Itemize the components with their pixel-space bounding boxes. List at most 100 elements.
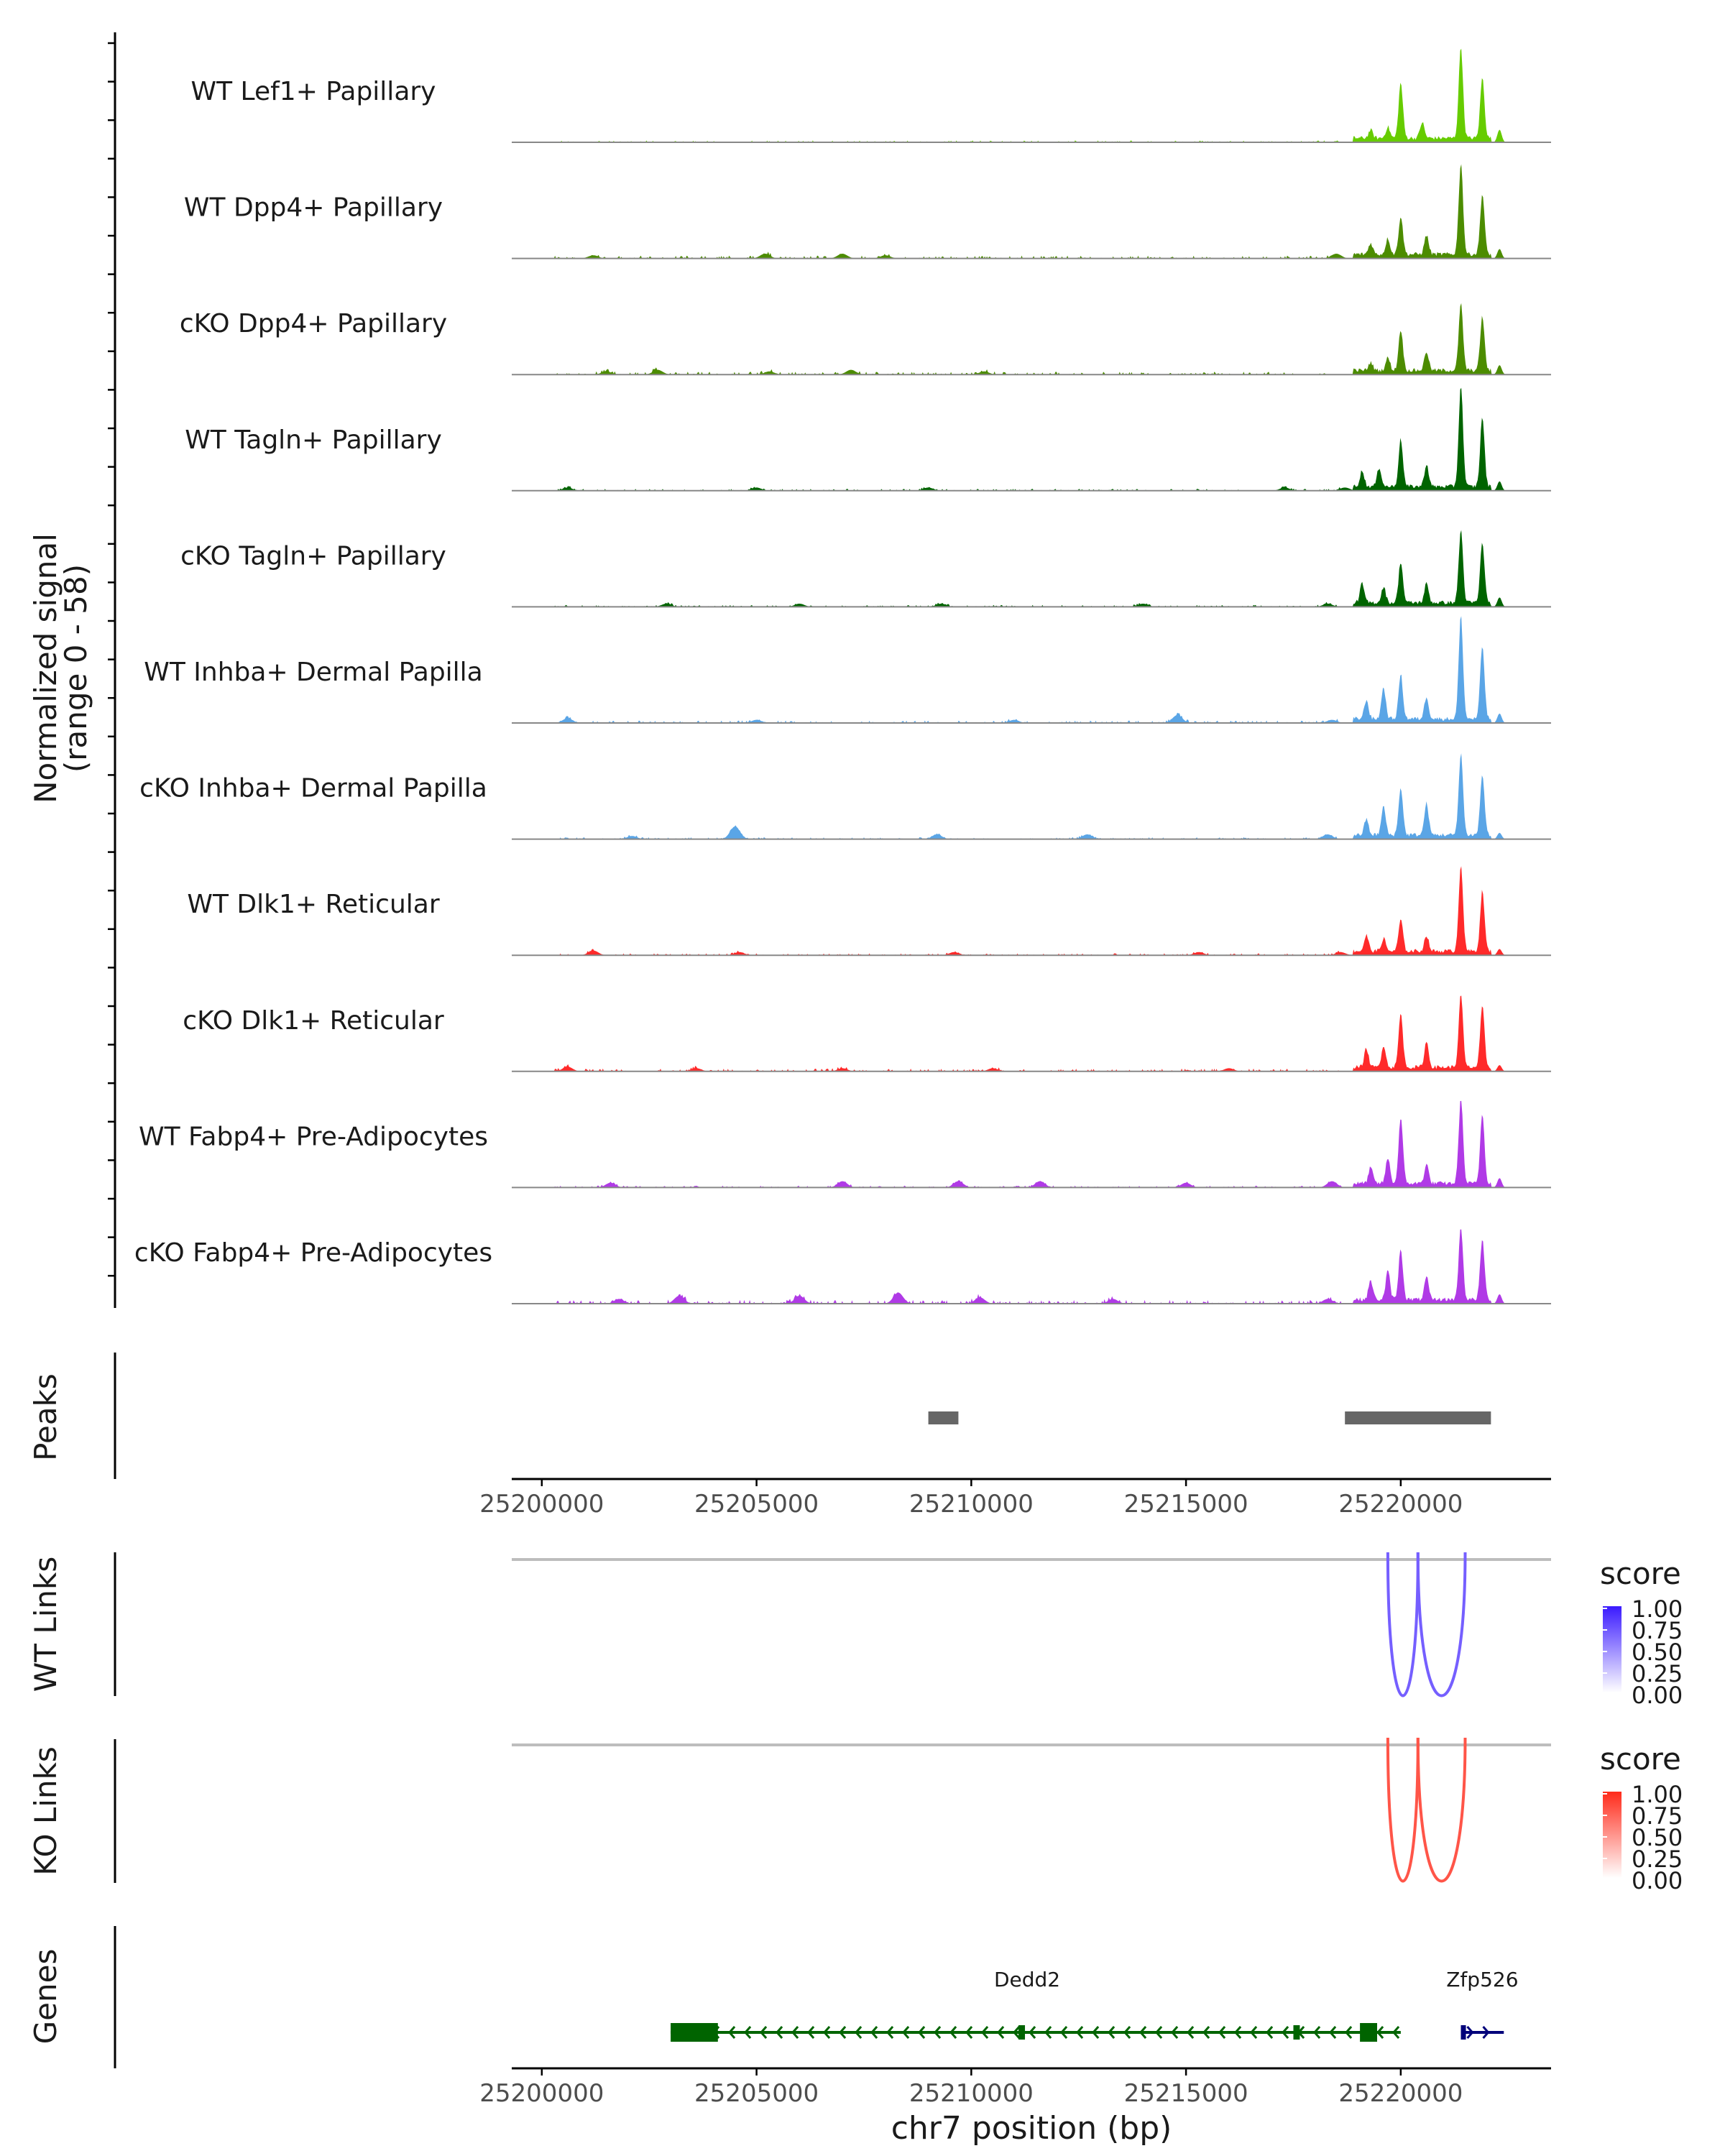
ko-score-legend: score 1.000.750.500.250.00 bbox=[1600, 1741, 1683, 1894]
strand-arrow bbox=[1329, 2026, 1337, 2039]
peak-region bbox=[928, 1411, 959, 1424]
coverage-area bbox=[533, 48, 1513, 142]
ko-legend-title: score bbox=[1600, 1741, 1681, 1777]
coverage-track: cKO Fabp4+ Pre-Adipocytes bbox=[134, 1229, 1551, 1304]
coverage-tracks: WT Lef1+ Papillary WT Dpp4+ Papillary cKO … bbox=[134, 48, 1551, 1304]
coverage-track: cKO Dpp4+ Papillary bbox=[180, 303, 1551, 376]
gene-exon bbox=[1018, 2025, 1026, 2040]
x-tick-label: 25205000 bbox=[694, 1490, 819, 1519]
genes-ylabel: Genes bbox=[28, 1949, 63, 2045]
strand-arrow bbox=[1108, 2026, 1116, 2039]
strand-arrow bbox=[886, 2026, 894, 2039]
strand-arrow bbox=[918, 2026, 926, 2039]
gene-model: Dedd2 bbox=[671, 1968, 1401, 2042]
strand-arrow bbox=[728, 2026, 736, 2039]
coverage-area bbox=[533, 1100, 1513, 1188]
x-tick-label: 25200000 bbox=[479, 2079, 604, 2108]
x-tick-label: 25205000 bbox=[694, 2079, 819, 2108]
peaks-panel: Peaks 25200000 25205000 25210000 25215000 25… bbox=[28, 1353, 1551, 1519]
track-label: WT Tagln+ Papillary bbox=[185, 425, 442, 455]
coverage-ylabel-line1: Normalized signal bbox=[28, 533, 63, 803]
ko-link-arcs bbox=[1386, 1737, 1467, 1883]
link-arc bbox=[1386, 1552, 1420, 1697]
coverage-track: WT Inhba+ Dermal Papilla bbox=[144, 616, 1551, 724]
link-arc bbox=[1416, 1737, 1467, 1883]
wt-links-ylabel: WT Links bbox=[28, 1557, 63, 1692]
x-tick-label: 25215000 bbox=[1124, 2079, 1248, 2108]
strand-arrow bbox=[1013, 2026, 1021, 2039]
strand-arrow bbox=[855, 2026, 862, 2039]
coverage-area bbox=[533, 616, 1513, 723]
strand-arrow bbox=[1202, 2026, 1210, 2039]
strand-arrow bbox=[1392, 2026, 1400, 2039]
gene-name-label: Zfp526 bbox=[1446, 1968, 1518, 1991]
strand-arrow bbox=[1123, 2026, 1131, 2039]
strand-arrow bbox=[1466, 2026, 1474, 2039]
track-label: WT Inhba+ Dermal Papilla bbox=[144, 658, 482, 687]
coverage-area bbox=[533, 866, 1513, 956]
strand-arrow bbox=[1139, 2026, 1147, 2039]
x-tick-label: 25210000 bbox=[909, 2079, 1034, 2108]
strand-arrow bbox=[949, 2026, 957, 2039]
wt-score-legend: score 1.000.750.500.250.00 bbox=[1600, 1556, 1683, 1709]
strand-arrow bbox=[760, 2026, 768, 2039]
strand-arrow bbox=[1060, 2026, 1068, 2039]
ko-legend-ticks: 1.000.750.500.250.00 bbox=[1603, 1781, 1683, 1894]
wt-link-arcs bbox=[1386, 1552, 1467, 1697]
genes-panel: Genes Dedd2 Zfp526 25200000 25205000 252100… bbox=[28, 1926, 1551, 2147]
strand-arrow bbox=[1345, 2026, 1353, 2039]
track-label: cKO Inhba+ Dermal Papilla bbox=[139, 774, 487, 803]
coverage-area bbox=[533, 387, 1513, 491]
coverage-track: WT Tagln+ Papillary bbox=[185, 387, 1551, 492]
strand-arrow bbox=[981, 2026, 989, 2039]
track-label: cKO Dpp4+ Papillary bbox=[180, 309, 447, 338]
coverage-area bbox=[533, 530, 1513, 607]
strand-arrow bbox=[1171, 2026, 1179, 2039]
strand-arrow bbox=[776, 2026, 783, 2039]
strand-arrow bbox=[1313, 2026, 1321, 2039]
legend-tick-label: 0.50 bbox=[1632, 1824, 1683, 1851]
coverage-track: WT Fabp4+ Pre-Adipocytes bbox=[139, 1100, 1551, 1189]
strand-arrow bbox=[997, 2026, 1005, 2039]
coverage-track: WT Dlk1+ Reticular bbox=[187, 866, 1551, 957]
x-axis-ticks-bottom: 25200000 25205000 25210000 25215000 25220000 bbox=[479, 2068, 1463, 2108]
strand-arrow bbox=[1218, 2026, 1226, 2039]
coverage-y-ticks bbox=[108, 42, 115, 1277]
strand-arrow bbox=[1266, 2026, 1274, 2039]
gene-exon bbox=[671, 2023, 718, 2042]
strand-arrow bbox=[839, 2026, 847, 2039]
peak-region bbox=[1345, 1411, 1491, 1424]
x-tick-label: 25220000 bbox=[1338, 2079, 1463, 2108]
wt-links-panel: WT Links score 1.000.750.500.250.00 bbox=[28, 1552, 1683, 1709]
strand-arrow bbox=[1029, 2026, 1036, 2039]
legend-tick-label: 1.00 bbox=[1632, 1781, 1683, 1808]
legend-tick-label: 0.25 bbox=[1632, 1846, 1683, 1873]
legend-tick-label: 0.00 bbox=[1632, 1867, 1683, 1894]
gene-name-label: Dedd2 bbox=[994, 1968, 1060, 1991]
strand-arrow bbox=[1155, 2026, 1163, 2039]
coverage-track: cKO Tagln+ Papillary bbox=[180, 530, 1551, 608]
x-tick-label: 25200000 bbox=[479, 1490, 604, 1519]
legend-tick-label: 0.25 bbox=[1632, 1660, 1683, 1687]
coverage-track: WT Lef1+ Papillary bbox=[191, 48, 1551, 143]
legend-tick-label: 1.00 bbox=[1632, 1595, 1683, 1623]
ko-links-panel: KO Links score 1.000.750.500.250.00 bbox=[28, 1737, 1683, 1894]
strand-arrow bbox=[823, 2026, 831, 2039]
track-label: cKO Fabp4+ Pre-Adipocytes bbox=[134, 1238, 492, 1268]
x-tick-label: 25215000 bbox=[1124, 1490, 1248, 1519]
strand-arrow bbox=[1092, 2026, 1100, 2039]
coverage-area bbox=[533, 164, 1513, 259]
coverage-area bbox=[533, 995, 1513, 1072]
coverage-panel: Normalized signal (range 0 - 58) WT Lef1… bbox=[28, 32, 1551, 1308]
strand-arrow bbox=[1044, 2026, 1052, 2039]
strand-arrow bbox=[902, 2026, 910, 2039]
coverage-area bbox=[533, 753, 1513, 839]
track-label: WT Dlk1+ Reticular bbox=[187, 890, 439, 919]
ko-links-ylabel: KO Links bbox=[28, 1746, 63, 1876]
gene-exon bbox=[1460, 2025, 1466, 2040]
track-label: cKO Dlk1+ Reticular bbox=[183, 1006, 444, 1036]
peak-regions bbox=[928, 1411, 1491, 1424]
x-axis-ticks-top: 25200000 25205000 25210000 25215000 25220000 bbox=[479, 1479, 1463, 1519]
strand-arrow bbox=[807, 2026, 815, 2039]
link-arc bbox=[1386, 1737, 1420, 1883]
